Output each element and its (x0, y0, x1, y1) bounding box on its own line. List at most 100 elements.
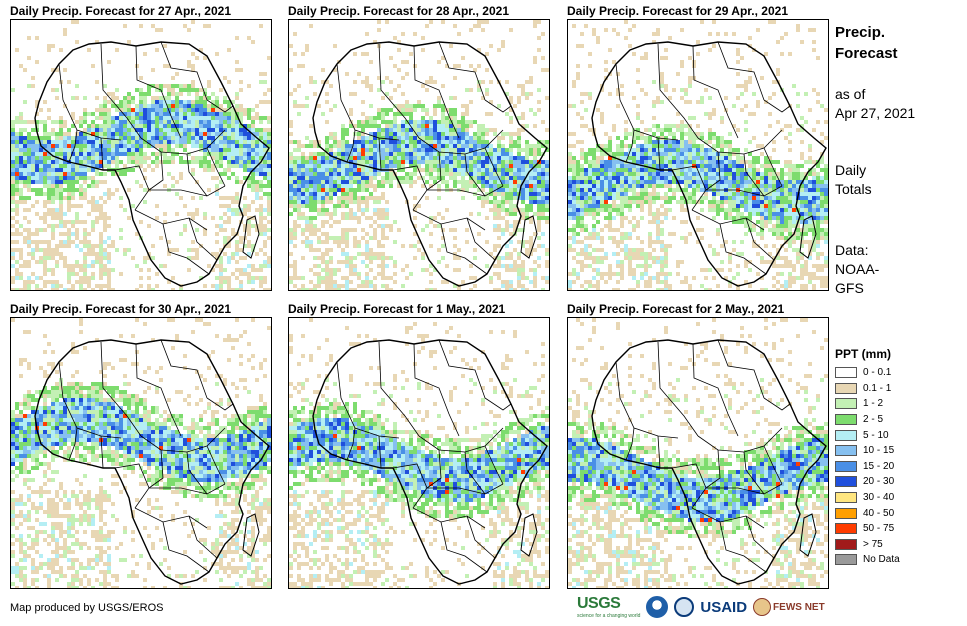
country-border (657, 435, 661, 469)
country-border (657, 137, 661, 171)
legend-label: 40 - 50 (863, 507, 895, 519)
madagascar-outline (799, 215, 817, 259)
legend-label: > 75 (863, 538, 883, 550)
country-border (68, 129, 78, 163)
map-panel-3: Daily Precip. Forecast for 29 Apr., 2021 (567, 4, 829, 291)
country-border (692, 45, 739, 139)
legend-item: > 75 (835, 537, 960, 553)
precip-map-svg (11, 318, 271, 588)
country-border (188, 217, 218, 261)
country-border (691, 507, 765, 529)
usgs-tagline: science for a changing world (577, 613, 641, 619)
country-border (135, 343, 182, 437)
precip-map (567, 19, 829, 291)
legend-item: 5 - 10 (835, 427, 960, 443)
country-border (743, 451, 765, 495)
data-source-line2: GFS (835, 280, 864, 296)
country-border (206, 99, 234, 113)
map-panel-1: Daily Precip. Forecast for 27 Apr., 2021 (10, 4, 272, 291)
madagascar-outline (242, 215, 260, 259)
country-border (149, 483, 226, 495)
country-border (657, 43, 699, 139)
dept-logo (674, 597, 695, 617)
totals-line1: Daily (835, 162, 867, 178)
country-border (763, 99, 791, 113)
legend-item: 10 - 15 (835, 443, 960, 459)
data-source-line1: NOAA- (835, 261, 880, 277)
usaid-logo-text: USAID (700, 598, 748, 616)
legend-swatch (835, 460, 857, 472)
legend-swatch (835, 398, 857, 410)
madagascar-outline (520, 215, 538, 259)
country-border (160, 339, 208, 399)
legend-label: 1 - 2 (863, 398, 884, 410)
legend-item: 15 - 20 (835, 459, 960, 475)
country-border (717, 339, 765, 399)
asof-label: as of (835, 86, 866, 102)
country-border (440, 223, 488, 275)
fews-logo-text: FEWS NET (773, 601, 825, 613)
map-panel-6: Daily Precip. Forecast for 2 May., 2021 (567, 302, 829, 589)
logo-strip: USGS science for a changing world USAID … (577, 592, 831, 622)
country-border (114, 463, 150, 509)
usaid-logo: USAID (700, 599, 747, 616)
precip-map-svg (289, 20, 549, 290)
legend-label: 5 - 10 (863, 429, 889, 441)
legend-swatch (835, 523, 857, 535)
precip-map (567, 317, 829, 589)
country-border (413, 45, 460, 139)
noaa-logo (646, 596, 669, 618)
legend: PPT (mm) 0 - 0.1 0.1 - 1 1 - 2 2 - 5 5 - 10 1… (835, 347, 960, 568)
sidebar-title-line1: Precip. (835, 24, 886, 41)
legend-label: 50 - 75 (863, 523, 895, 535)
country-border (100, 341, 142, 437)
legend-swatch (835, 367, 857, 379)
legend-label: 2 - 5 (863, 414, 884, 426)
country-border (745, 217, 775, 261)
precip-map (10, 19, 272, 291)
legend-label: 10 - 15 (863, 445, 895, 457)
panel-title: Daily Precip. Forecast for 29 Apr., 2021 (567, 4, 788, 18)
country-border (426, 449, 442, 489)
legend-label: 0 - 0.1 (863, 367, 892, 379)
country-border (378, 435, 382, 469)
country-border (134, 209, 208, 231)
precip-map-svg (568, 20, 828, 290)
country-border (625, 129, 635, 163)
legend-label: 20 - 30 (863, 476, 895, 488)
precip-map (288, 19, 550, 291)
country-border (719, 223, 767, 275)
country-border (186, 153, 208, 197)
country-border (149, 185, 226, 197)
legend-item: 20 - 30 (835, 474, 960, 490)
country-border (706, 483, 783, 495)
country-border (427, 483, 504, 495)
country-border (162, 521, 210, 573)
precip-map (288, 317, 550, 589)
legend-swatch (835, 382, 857, 394)
country-border (743, 153, 765, 197)
country-border (114, 165, 150, 211)
country-border (426, 151, 442, 191)
legend-item: 50 - 75 (835, 521, 960, 537)
country-border (427, 185, 504, 197)
country-border (378, 43, 420, 139)
country-border (719, 521, 767, 573)
usgs-logo-text: USGS (577, 595, 621, 612)
madagascar-outline (799, 513, 817, 557)
country-border (346, 427, 356, 461)
country-border (206, 147, 226, 187)
legend-swatch (835, 507, 857, 519)
legend-item: 30 - 40 (835, 490, 960, 506)
precip-map-svg (11, 20, 271, 290)
panel-title: Daily Precip. Forecast for 28 Apr., 2021 (288, 4, 509, 18)
precip-map-svg (289, 318, 549, 588)
legend-label: 30 - 40 (863, 492, 895, 504)
legend-swatch (835, 445, 857, 457)
legend-swatch (835, 538, 857, 550)
country-border (412, 209, 486, 231)
country-border (160, 41, 208, 101)
country-border (148, 151, 164, 191)
country-border (346, 129, 356, 163)
panel-title: Daily Precip. Forecast for 1 May., 2021 (288, 302, 506, 316)
